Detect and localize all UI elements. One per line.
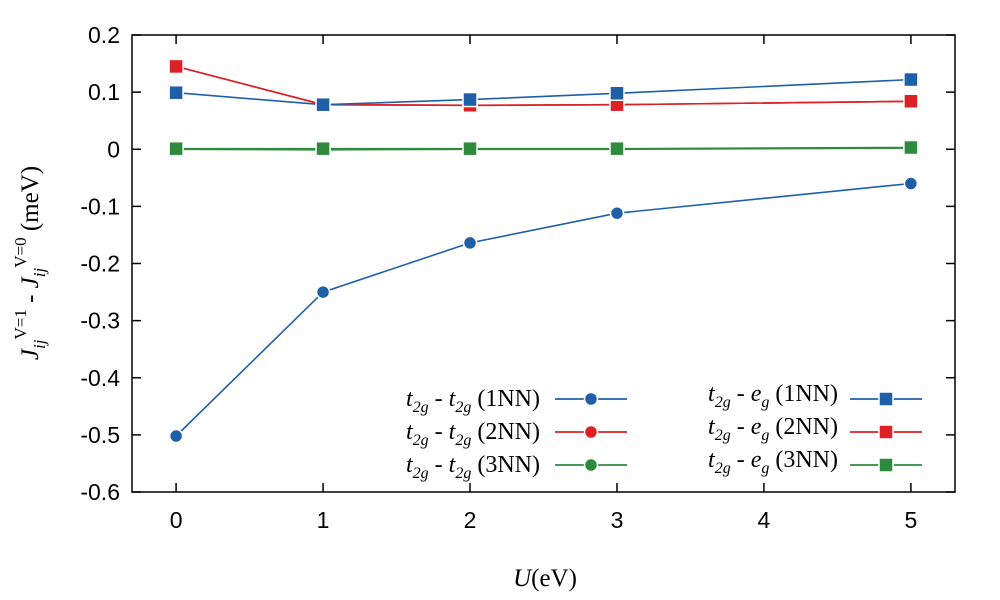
y-tick-label: -0.3: [80, 308, 120, 334]
series-t2g-eg-3nn: [168, 139, 919, 157]
legend-sample-t2g-eg-2nn: [850, 424, 922, 440]
x-axis-label: U(eV): [513, 565, 577, 592]
legend-marker: [878, 391, 894, 407]
legend-label-t2g-eg-3nn: t2g - eg (3NN): [708, 447, 838, 477]
series-line: [176, 78, 911, 106]
data-point: [903, 139, 919, 156]
data-point: [168, 140, 184, 157]
legend-label-t2g-eg-2nn: t2g - eg (2NN): [708, 414, 838, 444]
legend-sample-t2g-t2g-3nn: [555, 457, 627, 473]
data-point: [462, 91, 478, 108]
legend-marker: [583, 457, 599, 473]
legend-marker: [878, 424, 894, 440]
data-point: [609, 205, 625, 221]
legend-sample-t2g-eg-3nn: [850, 457, 922, 473]
y-tick-label: -0.5: [80, 422, 120, 448]
series-layer: [168, 58, 919, 444]
legend-sample-t2g-eg-1nn: [850, 391, 922, 407]
data-point: [609, 85, 625, 102]
data-point: [315, 96, 331, 113]
y-axis-label: JijV=1 - JijV=0 (meV): [11, 166, 49, 360]
legend-sample-t2g-t2g-1nn: [555, 391, 627, 407]
data-point: [168, 58, 184, 75]
x-tick-label: 0: [170, 507, 183, 533]
legend-label-t2g-t2g-3nn: t2g - t2g (3NN): [406, 452, 540, 482]
data-point: [903, 93, 919, 110]
y-tick-label: -0.6: [80, 479, 120, 505]
y-tick-label: 0: [107, 136, 120, 162]
ticks-layer: -0.6 -0.5 -0.4 -0.3 -0.2 -0.1 0 0.1 0.2 0 1 2 3 4 5: [80, 22, 955, 533]
x-tick-label: 2: [464, 507, 477, 533]
y-tick-label: 0.2: [88, 22, 120, 48]
y-tick-label: -0.2: [80, 251, 120, 277]
series-t2g-eg-2nn: [168, 58, 919, 114]
y-tick-label: -0.1: [80, 193, 120, 219]
data-point: [315, 284, 331, 300]
x-tick-label: 1: [317, 507, 330, 533]
y-tick-label: 0.1: [88, 79, 120, 105]
data-point: [168, 84, 184, 101]
series-line: [175, 65, 911, 107]
legend-marker: [583, 391, 599, 407]
data-point: [462, 140, 478, 157]
x-tick-label: 4: [758, 507, 771, 533]
data-point: [315, 140, 331, 157]
legend: t2g - t2g (1NN) t2g - t2g (2NN) t2g - t2…: [406, 381, 922, 482]
legend-marker: [878, 457, 894, 473]
legend-sample-t2g-t2g-2nn: [555, 424, 627, 440]
legend-label-t2g-t2g-2nn: t2g - t2g (2NN): [406, 419, 540, 449]
series-t2g-t2g-2nn: [168, 59, 919, 113]
y-tick-label: -0.4: [80, 365, 120, 391]
data-point: [903, 71, 919, 88]
series-t2g-eg-1nn: [168, 71, 919, 113]
x-tick-label: 5: [905, 507, 918, 533]
legend-label-t2g-t2g-1nn: t2g - t2g (1NN): [406, 386, 540, 416]
legend-samples: [555, 391, 922, 473]
data-point: [609, 140, 625, 157]
x-tick-label: 3: [611, 507, 624, 533]
plot-frame: [131, 34, 956, 493]
series-line: [175, 65, 911, 107]
series-line: [176, 146, 911, 150]
legend-marker: [583, 424, 599, 440]
data-point: [168, 428, 184, 444]
series-t2g-t2g-1nn: [168, 176, 919, 444]
legend-label-t2g-eg-1nn: t2g - eg (1NN): [708, 381, 838, 411]
data-point: [903, 176, 919, 191]
data-point: [462, 235, 478, 251]
